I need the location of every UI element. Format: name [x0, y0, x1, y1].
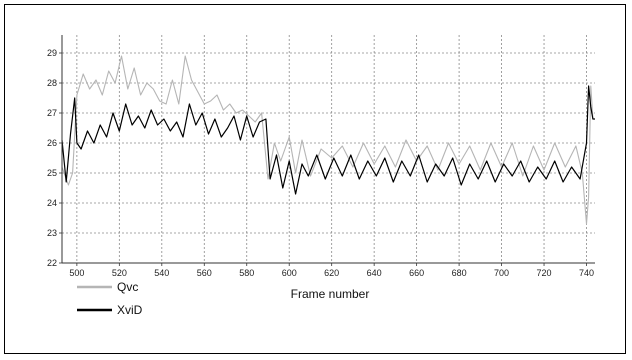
y-tick-label-28: 28 — [47, 78, 57, 88]
x-tick-label-620: 620 — [324, 268, 339, 278]
x-tick-label-680: 680 — [452, 268, 467, 278]
y-tick-label-23: 23 — [47, 228, 57, 238]
y-tick-label-29: 29 — [47, 48, 57, 58]
legend: Qvc XviD — [77, 280, 143, 317]
x-tick-label-640: 640 — [367, 268, 382, 278]
series-line-qvc — [61, 55, 595, 225]
grid-layer — [62, 35, 595, 264]
y-tick-label-27: 27 — [47, 108, 57, 118]
x-tick-label-540: 540 — [154, 268, 169, 278]
x-tick-label-740: 740 — [579, 268, 594, 278]
chart-frame — [4, 4, 626, 354]
y-tick-label-26: 26 — [47, 138, 57, 148]
x-tick-label-600: 600 — [282, 268, 297, 278]
tick-labels: 500 520 540 560 580 600 620 640 660 680 700 720 740 2… — [47, 48, 594, 278]
y-tick-label-25: 25 — [47, 168, 57, 178]
series-line-xvid — [61, 85, 595, 195]
x-tick-label-500: 500 — [69, 268, 84, 278]
axis-layer — [59, 35, 595, 266]
y-tick-label-24: 24 — [47, 198, 57, 208]
legend-label-xvid: XviD — [117, 303, 143, 317]
x-tick-label-560: 560 — [197, 268, 212, 278]
x-tick-label-660: 660 — [409, 268, 424, 278]
x-tick-label-520: 520 — [112, 268, 127, 278]
x-tick-label-580: 580 — [239, 268, 254, 278]
x-tick-label-720: 720 — [537, 268, 552, 278]
series-layer — [61, 55, 595, 225]
x-axis-label: Frame number — [291, 287, 370, 301]
y-tick-label-22: 22 — [47, 258, 57, 268]
legend-label-qvc: Qvc — [117, 280, 138, 294]
x-tick-label-700: 700 — [494, 268, 509, 278]
